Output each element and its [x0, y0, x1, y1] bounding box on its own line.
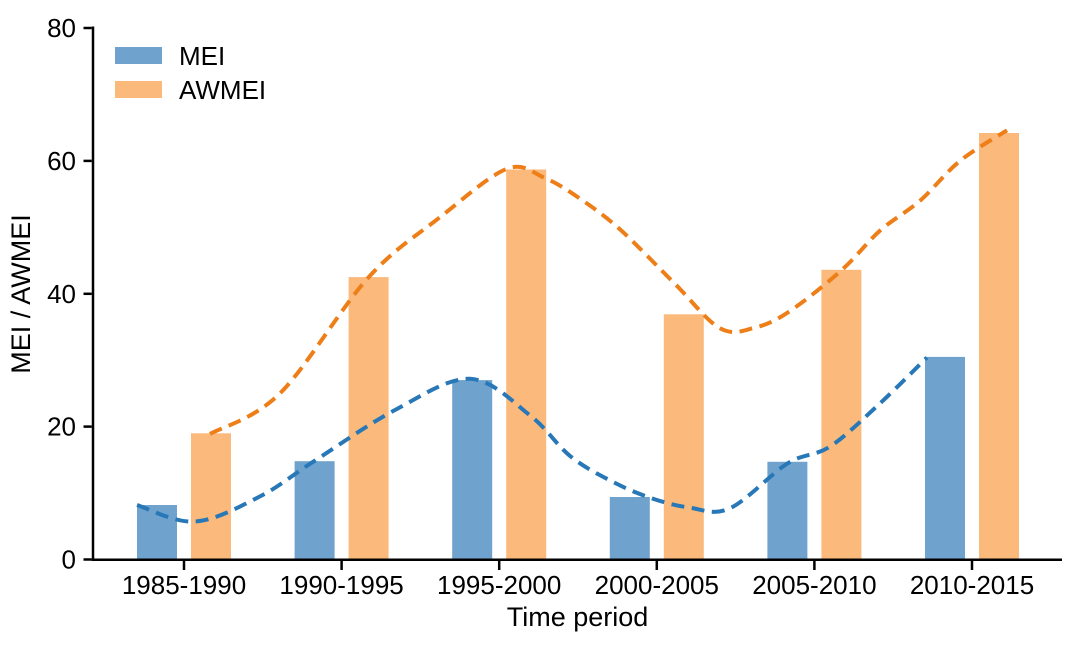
trend-curves-group [136, 128, 1009, 524]
bar-mei-1990-1995 [294, 461, 335, 561]
x-tick-label: 1985-1990 [122, 570, 246, 600]
bar-mei-2000-2005 [609, 497, 650, 561]
y-tick-labels-group: 0 20 40 60 80 [47, 13, 76, 575]
bar-awmei-2005-2010 [821, 269, 862, 561]
y-tick-label: 80 [47, 13, 76, 43]
y-tick-label: 40 [47, 279, 76, 309]
y-tick-label: 0 [62, 545, 76, 575]
x-axis-label: Time period [507, 602, 649, 632]
trend-line-awmei [209, 128, 1009, 436]
bar-awmei-1985-1990 [191, 433, 231, 561]
bar-mei-1995-2000 [452, 380, 493, 561]
legend-label-mei: MEI [179, 41, 225, 71]
bar-mei-2005-2010 [767, 461, 808, 561]
y-tick-label: 20 [47, 412, 76, 442]
x-tick-label: 2000-2005 [595, 570, 719, 600]
x-tick-label: 1995-2000 [437, 570, 561, 600]
x-tick-label: 2005-2010 [752, 570, 876, 600]
y-tick-label: 60 [47, 146, 76, 176]
legend: MEI AWMEI [115, 41, 266, 105]
trend-line-mei [136, 356, 929, 524]
bar-awmei-2000-2005 [663, 314, 704, 561]
x-tick-label: 2010-2015 [910, 570, 1034, 600]
x-tick-labels-group: 1985-1990 1990-1995 1995-2000 2000-2005 2005… [122, 570, 1034, 600]
x-tick-label: 1990-1995 [279, 570, 403, 600]
y-axis-label: MEI / AWMEI [6, 214, 36, 374]
legend-swatch-mei [115, 47, 162, 64]
bar-mei-2010-2015 [925, 356, 965, 561]
bar-awmei-2010-2015 [979, 133, 1019, 561]
axes-group [83, 26, 1062, 570]
bars-group [137, 133, 1019, 561]
legend-label-awmei: AWMEI [179, 75, 266, 105]
bar-awmei-1995-2000 [506, 169, 547, 561]
legend-swatch-awmei [115, 81, 162, 98]
